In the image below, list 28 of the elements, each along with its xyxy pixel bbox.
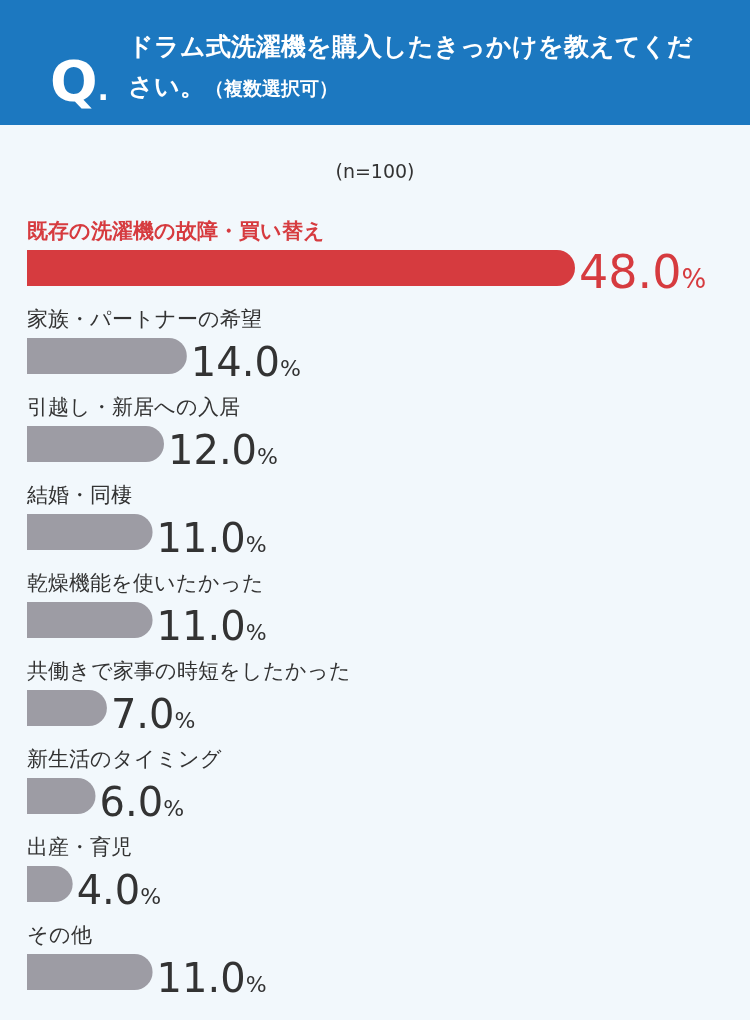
data-label: 4.0% (76, 867, 162, 913)
y-tick-label: 共働きで家事の時短をしたかった (27, 659, 351, 683)
bar (27, 778, 96, 814)
bar (27, 602, 153, 638)
data-label: 11.0% (156, 603, 267, 649)
data-label: 11.0% (156, 515, 267, 561)
y-tick-label: 引越し・新居への入居 (27, 395, 240, 419)
data-label: 14.0% (190, 339, 301, 385)
bar (27, 954, 153, 990)
chart-subtitle: (n=100) (335, 160, 415, 182)
y-tick-label: その他 (27, 923, 92, 947)
y-tick-label: 新生活のタイミング (27, 747, 222, 771)
y-tick-label: 結婚・同棲 (26, 483, 132, 507)
bar (27, 426, 164, 462)
y-tick-label: 既存の洗濯機の故障・買い替え (27, 219, 325, 243)
data-label: 12.0% (168, 427, 278, 473)
y-tick-label: 乾燥機能を使いたかった (27, 571, 264, 595)
data-label: 11.0% (156, 955, 267, 1001)
bar (27, 690, 107, 726)
chart-title: Q.ドラム式洗濯機を購入したきっかけを教えてください。（複数選択可） (50, 32, 693, 113)
y-tick-label: 出産・育児 (27, 835, 132, 859)
bar (27, 338, 187, 374)
bar (27, 514, 153, 550)
data-label: 7.0% (110, 691, 196, 737)
bar (27, 250, 575, 286)
data-label: 48.0% (579, 245, 707, 299)
data-label: 6.0% (99, 779, 185, 825)
y-tick-label: 家族・パートナーの希望 (27, 307, 262, 331)
